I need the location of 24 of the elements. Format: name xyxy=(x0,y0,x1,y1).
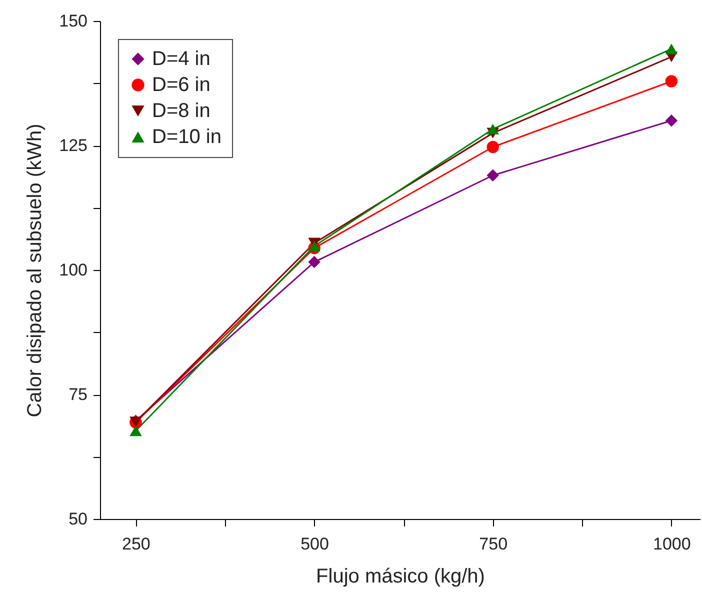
legend-label: D=4 in xyxy=(152,48,210,70)
y-tick-label: 125 xyxy=(59,136,88,155)
point xyxy=(665,114,678,127)
point xyxy=(486,169,499,182)
y-axis-title: Calor disipado al subsuelo (kWh) xyxy=(24,124,46,418)
y-tick-label: 100 xyxy=(59,260,88,280)
legend-label: D=6 in xyxy=(152,74,210,96)
point xyxy=(130,426,142,436)
point xyxy=(308,256,320,268)
x-tick-label: 500 xyxy=(300,534,329,554)
point xyxy=(665,75,678,88)
y-tick-label: 150 xyxy=(59,12,88,30)
x-axis-title: Flujo másico (kg/h) xyxy=(316,566,485,588)
legend-label: D=10 in xyxy=(152,126,222,148)
point xyxy=(665,44,678,54)
point xyxy=(486,124,499,134)
legend-label: D=8 in xyxy=(152,100,210,122)
x-tick-label: 250 xyxy=(122,534,150,554)
x-tick-label: 750 xyxy=(479,534,508,554)
x-tick-label: 1000 xyxy=(653,534,691,554)
y-tick-label: 75 xyxy=(68,385,88,404)
point xyxy=(486,140,499,154)
y-tick-label: 50 xyxy=(68,510,88,528)
point xyxy=(308,240,320,252)
